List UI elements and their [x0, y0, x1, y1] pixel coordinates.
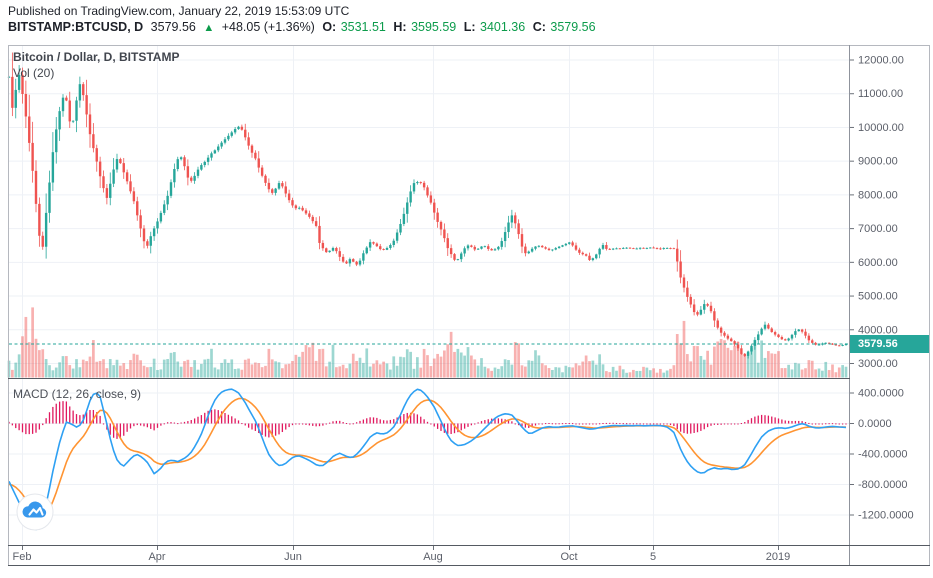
volume-series [7, 307, 848, 378]
price-axis-label: 3000.00 [858, 358, 898, 370]
macd-axis-label: -800.0000 [858, 479, 908, 491]
price-axis-label: 6000.00 [858, 257, 898, 269]
time-axis-label: Oct [560, 551, 577, 563]
axes: 12000.00 11000.00 10000.00 9000.00 8000.00 70… [13, 55, 914, 564]
macd-histogram [8, 401, 847, 439]
time-axis-label: Aug [423, 551, 443, 563]
gridlines [9, 45, 849, 545]
time-axis-label: Jun [284, 551, 302, 563]
published-line: Published on TradingView.com, January 22… [8, 4, 350, 18]
macd-axis-label: 0.0000 [858, 418, 892, 430]
close-label: C: [532, 20, 546, 34]
volume-indicator-label[interactable]: Vol (20) [13, 66, 55, 80]
price-axis-label: 4000.00 [858, 324, 898, 336]
panel-frame [8, 45, 930, 566]
price-axis-label: 9000.00 [858, 156, 898, 168]
price-change: +48.05 (+1.36%) [221, 20, 315, 34]
candlestick-series [7, 52, 848, 359]
price-axis-label: 7000.00 [858, 223, 898, 235]
low-value: 3401.36 [480, 20, 526, 34]
low-label: L: [463, 20, 476, 34]
macd-indicator-label[interactable]: MACD (12, 26, close, 9) [13, 387, 142, 401]
open-value: 3531.51 [340, 20, 386, 34]
open-label: O: [322, 20, 337, 34]
price-axis-label: 8000.00 [858, 189, 898, 201]
macd-axis-label: -1200.0000 [858, 510, 914, 522]
main-panel-legend: Bitcoin / Dollar, D, BITSTAMP Vol (20) [13, 49, 179, 81]
price-axis-label: 5000.00 [858, 291, 898, 303]
chart-title[interactable]: Bitcoin / Dollar, D, BITSTAMP [13, 50, 180, 64]
price-axis-label: 10000.00 [858, 122, 904, 134]
tradingview-cloud-icon [16, 493, 54, 531]
last-price-axis-badge: 3579.56 [850, 335, 929, 353]
up-arrow-icon: ▲ [203, 22, 215, 34]
last-price: 3579.56 [150, 20, 196, 34]
price-axis-label: 12000.00 [858, 55, 904, 67]
time-axis-label: 2019 [766, 551, 790, 563]
time-axis-label: Apr [148, 551, 165, 563]
macd-axis-label: -400.0000 [858, 449, 908, 461]
symbol-ohlc-line: BITSTAMP:BTCUSD, D 3579.56 ▲ +48.05 (+1.… [8, 20, 600, 34]
symbol-interval: BITSTAMP:BTCUSD, D [8, 20, 144, 34]
macd-lines [8, 388, 847, 531]
time-axis-label: 5 [650, 551, 656, 563]
high-label: H: [393, 20, 407, 34]
close-value: 3579.56 [550, 20, 596, 34]
time-axis-label: Feb [13, 551, 32, 563]
high-value: 3595.59 [411, 20, 457, 34]
tradingview-logo[interactable] [16, 493, 54, 531]
price-axis-label: 11000.00 [858, 88, 903, 100]
macd-axis-label: 400.0000 [858, 388, 904, 400]
